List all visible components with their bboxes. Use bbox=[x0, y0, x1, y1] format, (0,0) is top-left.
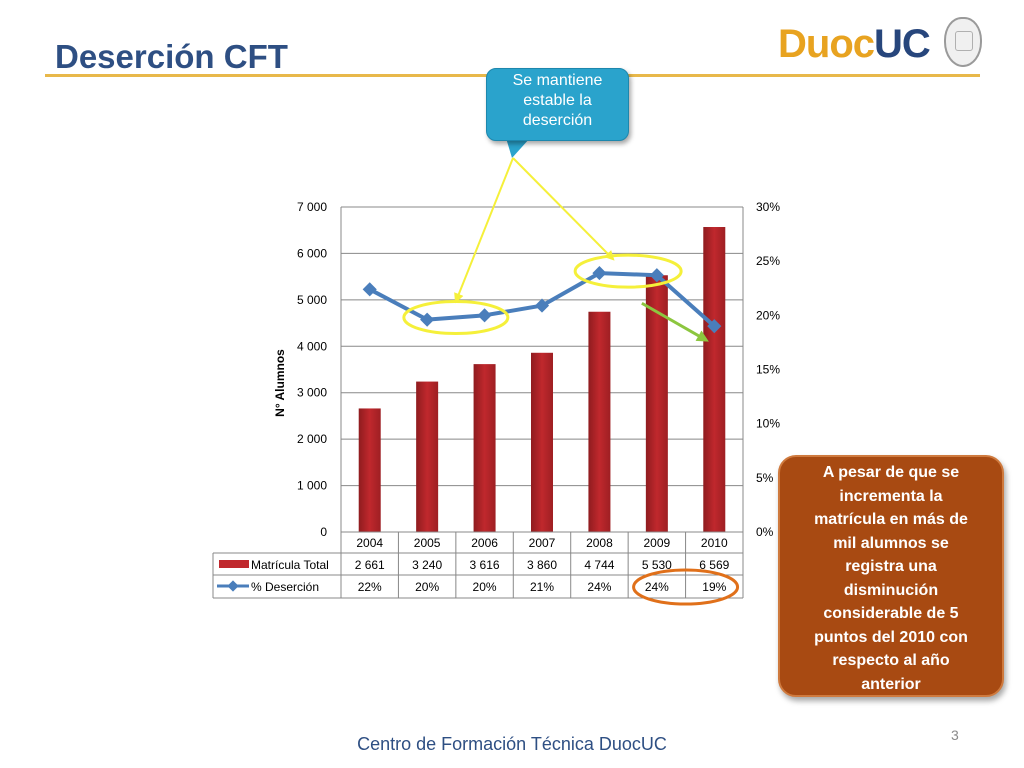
table-cell-matricula: 6 569 bbox=[699, 558, 729, 572]
table-cell-desercion: 21% bbox=[530, 580, 554, 594]
x-tick-label: 2010 bbox=[701, 536, 728, 550]
chart-bars bbox=[358, 227, 726, 532]
table-cell-matricula: 3 240 bbox=[412, 558, 442, 572]
duocuc-logo: DuocUC bbox=[778, 22, 931, 66]
y2-tick-label: 5% bbox=[756, 471, 774, 485]
y-tick-label: 0 bbox=[320, 525, 327, 539]
y2-tick-label: 10% bbox=[756, 417, 780, 431]
bar-2008 bbox=[588, 311, 611, 532]
bar-2010 bbox=[703, 227, 726, 532]
callout-stable-line: Se mantiene bbox=[512, 72, 603, 89]
y-tick-label: 2 000 bbox=[297, 432, 327, 446]
y-tick-label: 1 000 bbox=[297, 479, 327, 493]
x-tick-label: 2005 bbox=[414, 536, 441, 550]
table-cell-desercion: 24% bbox=[587, 580, 611, 594]
point-2005 bbox=[420, 312, 435, 327]
bar-2007 bbox=[531, 352, 553, 532]
y-tick-label: 5 000 bbox=[297, 293, 327, 307]
x-tick-label: 2009 bbox=[644, 536, 671, 550]
page-number: 3 bbox=[951, 727, 959, 743]
chart-axes: 0 1 000 2 000 3 000 4 000 5 000 6 000 7 000 0% 5%… bbox=[273, 200, 780, 539]
legend-label-desercion: % Deserción bbox=[251, 580, 319, 594]
y2-tick-label: 15% bbox=[756, 363, 780, 377]
chart-data-table: 2004 2 661 22% 2005 3 240 20% 2006 3 616 20% 2007… bbox=[212, 531, 744, 599]
y-tick-label: 4 000 bbox=[297, 339, 327, 353]
callout-decrease: A pesar de que se incrementa la matrícul… bbox=[778, 455, 1004, 697]
point-2008 bbox=[592, 266, 607, 281]
callout-decrease-line: disminución bbox=[843, 581, 939, 599]
callout-decrease-line: registra una bbox=[845, 558, 937, 575]
y2-tick-label: 20% bbox=[756, 308, 780, 322]
bar-2005 bbox=[416, 381, 439, 532]
callout-decrease-line: incrementa la bbox=[839, 487, 943, 505]
point-2010 bbox=[707, 319, 722, 334]
bar-2006 bbox=[473, 364, 496, 532]
arrow-yellow-right bbox=[512, 157, 615, 261]
callout-decrease-line: mil alumnos se bbox=[833, 534, 949, 552]
callout-decrease-line: A pesar de que se bbox=[822, 464, 960, 481]
chart-line-series bbox=[362, 266, 722, 334]
point-2009 bbox=[649, 268, 664, 283]
x-tick-label: 2008 bbox=[586, 536, 613, 550]
callout-stable-line: estable la bbox=[523, 92, 592, 109]
x-tick-label: 2007 bbox=[529, 536, 556, 550]
callout-decrease-line: puntos del 2010 con bbox=[814, 628, 968, 646]
y-axis-title: N° Alumnos bbox=[273, 349, 287, 417]
table-cell-matricula: 3 860 bbox=[527, 558, 557, 572]
x-tick-label: 2004 bbox=[356, 536, 383, 550]
callout-decrease-line: anterior bbox=[861, 675, 921, 693]
chart-annotations bbox=[402, 138, 740, 606]
point-2007 bbox=[534, 298, 550, 313]
legend-key-marker bbox=[227, 580, 239, 592]
university-seal-icon bbox=[944, 17, 982, 67]
callout-pointer bbox=[506, 138, 530, 158]
table-cell-matricula: 3 616 bbox=[470, 558, 500, 572]
table-cell-matricula: 4 744 bbox=[584, 558, 614, 572]
bar-2004 bbox=[358, 408, 381, 532]
callout-decrease-line: matrícula en más de bbox=[814, 511, 968, 528]
callout-stable-line: deserción bbox=[522, 112, 593, 129]
table-cell-desercion: 24% bbox=[645, 580, 669, 594]
y2-tick-label: 25% bbox=[756, 254, 780, 268]
y-tick-label: 3 000 bbox=[297, 386, 327, 400]
callout-stable: Se mantiene estable la deserción bbox=[486, 68, 629, 141]
table-cell-matricula: 5 530 bbox=[642, 558, 672, 572]
table-cell-desercion: 20% bbox=[473, 580, 497, 594]
table-cell-desercion: 20% bbox=[415, 580, 439, 594]
logo-text-uc: UC bbox=[874, 22, 931, 66]
logo-text-duoc: Duoc bbox=[778, 22, 875, 66]
arrow-yellow-left bbox=[454, 157, 514, 304]
point-2006 bbox=[477, 308, 492, 323]
table-cell-matricula: 2 661 bbox=[355, 558, 385, 572]
highlight-ellipse-2008-2009 bbox=[573, 253, 683, 289]
callout-decrease-line: considerable de 5 bbox=[823, 605, 959, 622]
point-2004 bbox=[362, 282, 377, 297]
highlight-ellipse-table bbox=[632, 568, 740, 606]
x-tick-label: 2006 bbox=[471, 536, 498, 550]
callout-decrease-line: respecto al año bbox=[832, 652, 950, 669]
table-cell-desercion: 22% bbox=[358, 580, 382, 594]
slide-title: Deserción CFT bbox=[55, 38, 288, 75]
y-tick-label: 7 000 bbox=[297, 200, 327, 214]
legend-label-matricula: Matrícula Total bbox=[251, 558, 329, 572]
legend-key-bar bbox=[219, 560, 249, 568]
table-cell-desercion: 19% bbox=[702, 580, 726, 594]
y-tick-label: 6 000 bbox=[297, 246, 327, 260]
bar-2009 bbox=[645, 275, 668, 532]
arrow-green bbox=[641, 301, 709, 342]
y2-tick-label: 30% bbox=[756, 200, 780, 214]
y2-tick-label: 0% bbox=[756, 525, 774, 539]
footer-text: Centro de Formación Técnica DuocUC bbox=[357, 734, 667, 754]
